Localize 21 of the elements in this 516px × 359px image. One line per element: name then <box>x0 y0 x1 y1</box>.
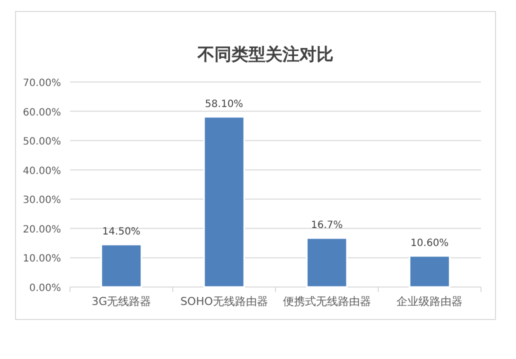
bar <box>306 237 348 288</box>
data-label: 10.60% <box>410 238 449 249</box>
y-tick-label: 10.00% <box>22 254 61 265</box>
data-label: 14.50% <box>102 226 140 238</box>
y-tick-label: 70.00% <box>22 78 61 89</box>
data-label: 58.10% <box>205 98 244 110</box>
y-tick-label: 40.00% <box>22 166 61 177</box>
y-tick-label: 30.00% <box>22 195 61 206</box>
y-tick-label: 20.00% <box>22 224 61 236</box>
data-label: 16.7% <box>310 220 343 232</box>
y-tick-label: 50.00% <box>22 136 61 148</box>
x-tick-label: SOHO无线路由器 <box>180 295 268 308</box>
chart-title: 不同类型关注对比 <box>196 45 334 65</box>
bar <box>408 255 450 288</box>
bar <box>100 244 142 288</box>
x-tick-label: 企业级路由器 <box>396 295 463 308</box>
x-tick-label: 3G无线路器 <box>92 295 152 308</box>
bar <box>203 116 245 288</box>
y-tick-label: 0.00% <box>29 283 61 294</box>
x-tick-label: 便携式无线路由器 <box>282 295 371 308</box>
y-tick-label: 60.00% <box>22 107 61 118</box>
